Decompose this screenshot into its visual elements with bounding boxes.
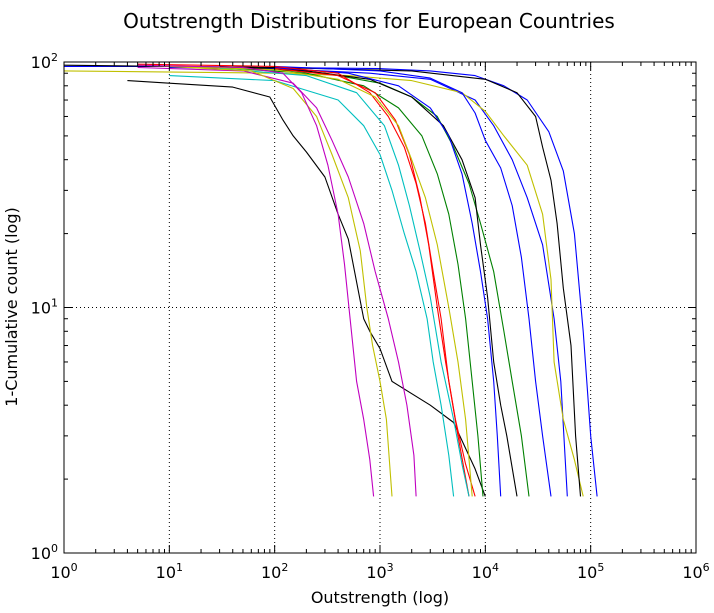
series-line-s3	[169, 66, 568, 497]
y-tick-label: 100	[31, 542, 58, 563]
x-tick-label: 106	[682, 561, 709, 582]
axis-ticks: 100 101 102 103 104 105 106 100 101 102	[31, 51, 710, 582]
series-line-s11	[137, 63, 470, 497]
y-tick-label: 101	[31, 297, 58, 318]
series-line-s2	[64, 65, 598, 497]
x-tick-label: 101	[156, 561, 183, 582]
series-line-s5	[63, 64, 582, 497]
y-tick-label: 102	[31, 51, 58, 72]
chart-title: Outstrength Distributions for European C…	[123, 9, 615, 33]
x-tick-label: 100	[50, 561, 77, 582]
series-line-s13	[137, 64, 473, 497]
series-line-s7	[242, 66, 530, 497]
series-line-s15	[169, 75, 455, 497]
series-line-s12	[274, 68, 476, 497]
grid	[64, 62, 696, 553]
series-line-s4	[63, 70, 584, 497]
series-line-s9	[274, 66, 502, 497]
x-tick-label: 102	[261, 561, 288, 582]
series-line-s16	[137, 66, 417, 497]
series-line-s1	[127, 80, 486, 497]
x-tick-label: 104	[472, 561, 499, 582]
series-line-s6	[274, 65, 552, 497]
x-axis-label: Outstrength (log)	[311, 588, 449, 607]
series-line-s10	[200, 65, 484, 497]
series-line-s18	[137, 64, 375, 497]
series-group	[63, 63, 598, 497]
x-tick-label: 103	[366, 561, 393, 582]
series-line-s14	[219, 68, 470, 497]
x-tick-label: 105	[577, 561, 604, 582]
series-line-s8	[219, 65, 518, 497]
y-axis-label: 1-Cumulative count (log)	[2, 207, 21, 406]
series-line-s17	[169, 65, 393, 497]
